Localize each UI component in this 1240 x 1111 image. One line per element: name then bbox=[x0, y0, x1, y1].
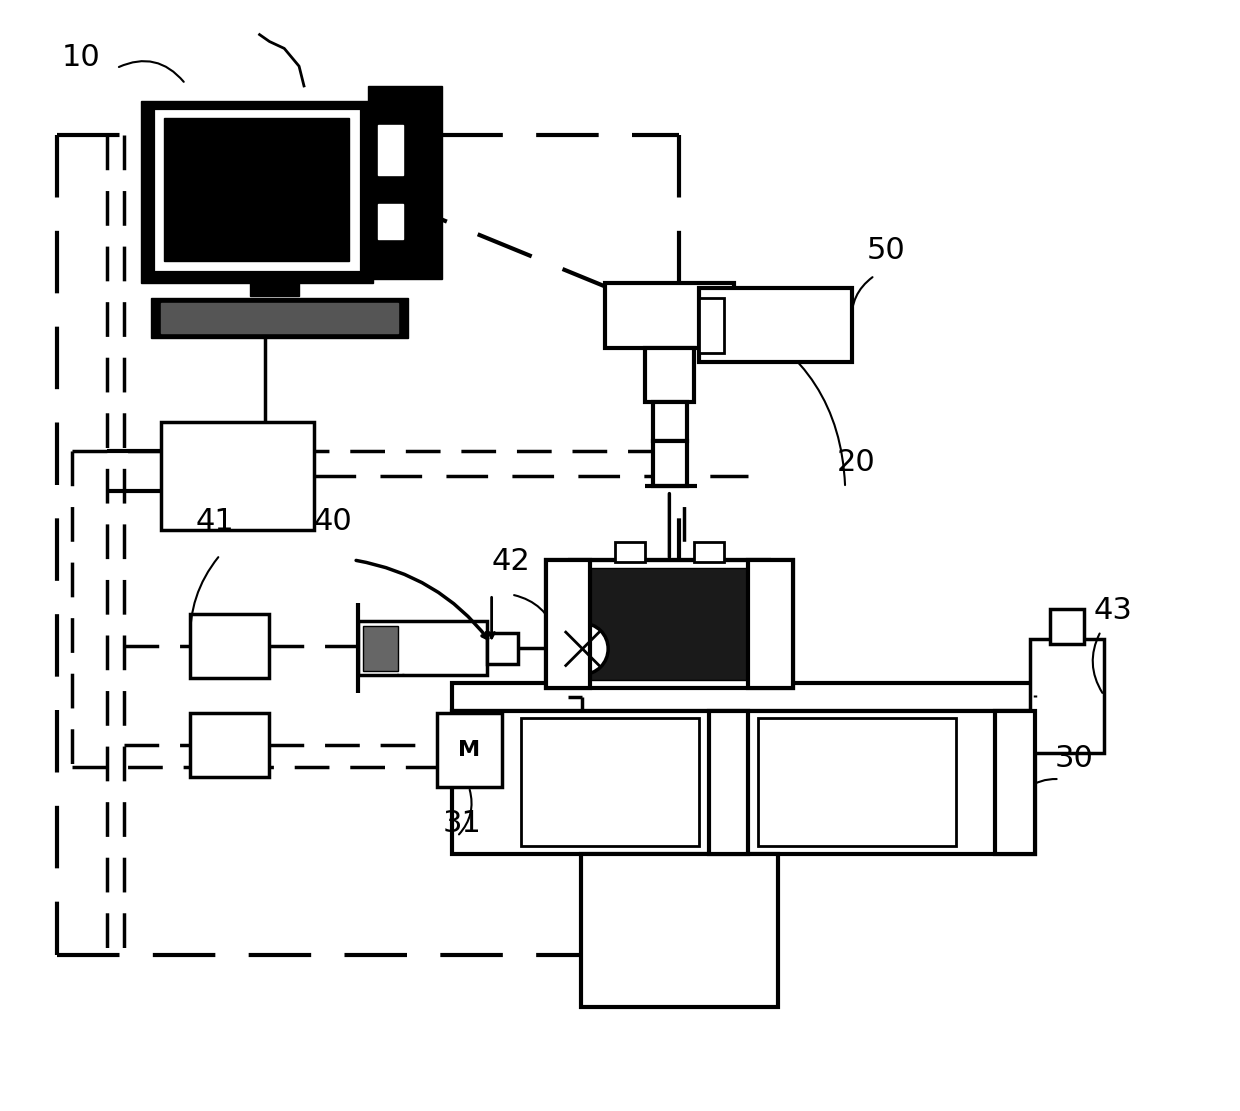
Bar bbox=[605, 283, 734, 348]
Bar bbox=[156, 111, 358, 269]
Bar bbox=[546, 560, 590, 689]
Bar bbox=[363, 627, 398, 671]
Bar bbox=[546, 560, 792, 689]
Bar bbox=[652, 402, 687, 441]
Bar bbox=[590, 568, 749, 680]
Bar bbox=[569, 674, 596, 709]
Text: 31: 31 bbox=[443, 809, 481, 838]
Bar bbox=[709, 711, 749, 854]
Bar bbox=[758, 718, 956, 847]
Bar bbox=[368, 86, 443, 279]
Bar bbox=[580, 854, 777, 1008]
Text: ..: .. bbox=[394, 661, 408, 680]
Text: 10: 10 bbox=[62, 43, 100, 72]
Text: 43: 43 bbox=[1094, 597, 1133, 625]
Bar bbox=[453, 711, 1034, 854]
Bar bbox=[141, 101, 373, 283]
Bar bbox=[161, 303, 398, 333]
Bar bbox=[191, 614, 269, 679]
Bar bbox=[521, 718, 699, 847]
Bar bbox=[699, 298, 724, 352]
Text: 20: 20 bbox=[837, 448, 875, 477]
Bar bbox=[378, 126, 403, 174]
Bar bbox=[749, 560, 792, 689]
Bar bbox=[615, 542, 645, 562]
Bar bbox=[1029, 639, 1104, 752]
Text: 42: 42 bbox=[491, 547, 531, 575]
Circle shape bbox=[557, 623, 608, 674]
Bar bbox=[358, 621, 486, 675]
Bar bbox=[378, 204, 403, 239]
Bar bbox=[249, 279, 299, 297]
Bar bbox=[453, 683, 1034, 711]
Bar bbox=[699, 289, 852, 362]
Bar bbox=[652, 441, 687, 486]
Bar bbox=[996, 711, 1034, 854]
Text: 41: 41 bbox=[196, 508, 234, 537]
Text: 50: 50 bbox=[867, 236, 905, 264]
Text: M: M bbox=[458, 740, 480, 760]
Bar bbox=[191, 713, 269, 778]
Bar bbox=[164, 118, 350, 261]
Bar bbox=[161, 422, 314, 530]
Text: 30: 30 bbox=[1054, 744, 1094, 773]
Bar bbox=[438, 713, 501, 787]
Bar bbox=[645, 348, 694, 402]
Bar bbox=[486, 633, 518, 663]
Text: 40: 40 bbox=[314, 508, 352, 537]
Bar bbox=[151, 298, 408, 338]
Bar bbox=[1049, 609, 1084, 644]
Bar bbox=[694, 542, 724, 562]
